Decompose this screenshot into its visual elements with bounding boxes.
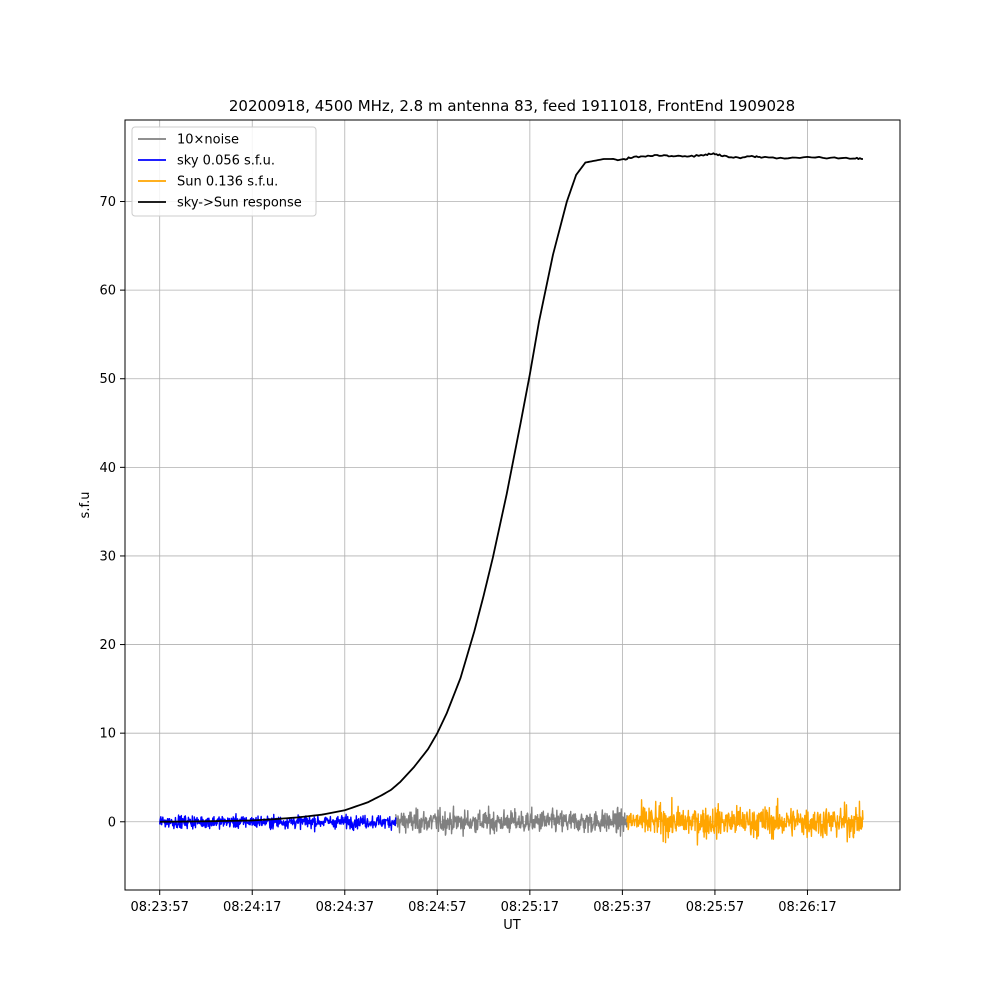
chart-title: 20200918, 4500 MHz, 2.8 m antenna 83, fe… <box>229 97 795 115</box>
y-axis: 0 10 20 30 40 50 60 70 <box>99 195 125 830</box>
legend-label: sky->Sun response <box>177 196 302 211</box>
y-tick-label: 20 <box>99 638 116 653</box>
plot-frame <box>124 119 901 891</box>
series-layer <box>159 152 864 846</box>
x-tick-label: 08:25:17 <box>501 900 559 915</box>
x-tick-label: 08:26:17 <box>778 900 836 915</box>
y-tick-label: 0 <box>108 815 116 830</box>
y-tick-label: 30 <box>99 549 116 564</box>
x-tick-label: 08:24:37 <box>316 900 374 915</box>
y-tick-label: 10 <box>99 727 116 742</box>
x-tick-label: 08:25:57 <box>686 900 744 915</box>
x-tick-label: 08:24:17 <box>223 900 281 915</box>
y-tick-label: 50 <box>99 372 116 387</box>
x-tick-label: 08:25:37 <box>593 900 651 915</box>
y-tick-label: 60 <box>99 284 116 299</box>
y-axis-label: s.f.u <box>78 492 93 519</box>
series-line-10noise <box>394 805 628 837</box>
legend-label: 10×noise <box>177 133 239 148</box>
legend-label: Sun 0.136 s.f.u. <box>177 175 278 190</box>
y-tick-label: 40 <box>99 461 116 476</box>
x-tick-label: 08:24:57 <box>408 900 466 915</box>
y-tick-label: 70 <box>99 195 116 210</box>
series-line-sun <box>626 796 864 846</box>
series-line-response <box>159 152 864 823</box>
x-axis: 08:23:57 08:24:17 08:24:37 08:24:57 08:25:17… <box>131 890 837 915</box>
legend-label: sky 0.056 s.f.u. <box>177 154 275 169</box>
x-axis-label: UT <box>503 918 521 933</box>
x-tick-label: 08:23:57 <box>131 900 189 915</box>
legend: 10×noise sky 0.056 s.f.u. Sun 0.136 s.f.u.… <box>131 126 317 217</box>
legend-box <box>131 126 317 217</box>
